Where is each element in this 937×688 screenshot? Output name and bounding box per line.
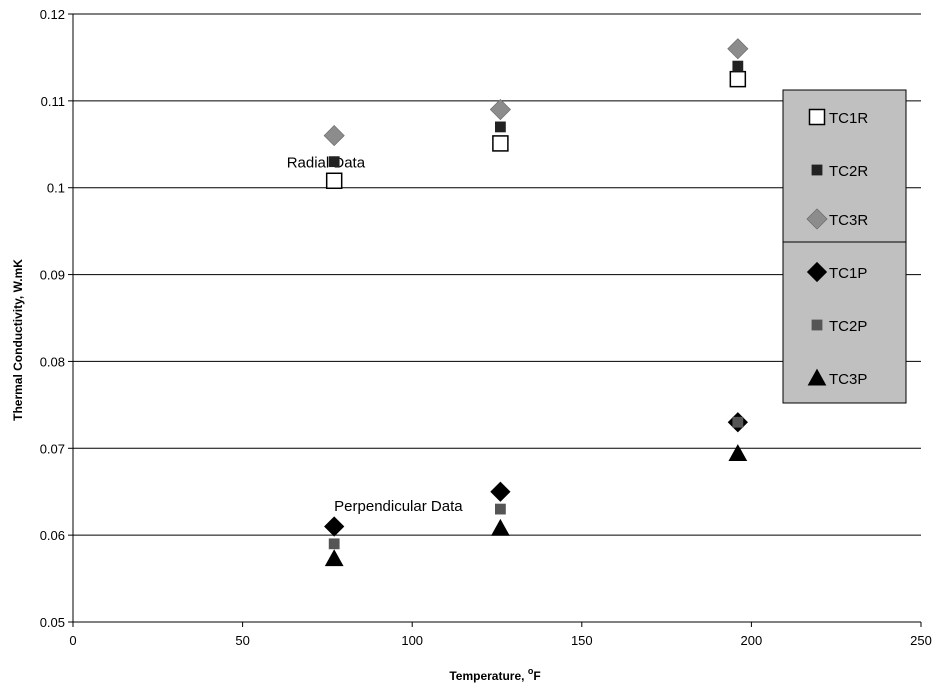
data-point (494, 121, 506, 133)
x-axis-title-unit: F (533, 669, 540, 683)
legend-marker (811, 164, 823, 176)
legend-box-radial (782, 89, 907, 243)
x-tick-label: 150 (571, 633, 593, 648)
data-point (328, 538, 340, 550)
y-tick-label: 0.09 (40, 268, 65, 283)
y-tick-label: 0.11 (41, 94, 65, 109)
series-tc1p (324, 412, 748, 537)
legend-item-tc1r: TC1R (808, 108, 868, 127)
data-point (323, 125, 345, 147)
series-tc1r (325, 70, 747, 190)
x-tick-label: 0 (69, 633, 76, 648)
legend-label: TC1R (829, 110, 868, 127)
y-tick-label: 0.06 (40, 528, 65, 543)
y-tick-label: 0.12 (40, 7, 65, 22)
x-tick-label: 250 (910, 633, 932, 648)
legend-marker (806, 261, 828, 283)
data-point (728, 444, 748, 461)
legend-label: TC2P (829, 318, 867, 335)
data-point (328, 156, 340, 168)
data-point (729, 70, 747, 88)
data-point (324, 549, 344, 567)
legend-marker (806, 208, 828, 230)
legend-label: TC2R (829, 163, 868, 180)
data-point (324, 516, 345, 537)
legend-marker (811, 319, 823, 331)
x-axis-title-superscript: o (528, 666, 534, 676)
y-tick-label: 0.05 (40, 615, 65, 630)
legend: TC1R TC2R TC3R TC1P TC2P TC3P (782, 89, 907, 404)
y-axis-title: Thermal Conductivity, W.mK (11, 259, 25, 421)
legend-item-tc2p: TC2P (811, 318, 867, 335)
legend-box-perpendicular (782, 241, 907, 404)
legend-item-tc2r: TC2R (811, 163, 868, 180)
x-tick-label: 200 (741, 633, 763, 648)
legend-marker (807, 368, 827, 386)
series-tc2p (328, 416, 744, 550)
data-point (732, 60, 744, 72)
data-point (325, 172, 343, 190)
legend-item-tc3p: TC3P (807, 368, 867, 388)
series-tc3r (323, 38, 749, 147)
annotations: Radial Data Perpendicular Data (287, 155, 464, 515)
legend-label: TC3R (829, 212, 868, 229)
series-tc2r (328, 60, 744, 168)
annotation: Perpendicular Data (334, 498, 463, 515)
series-tc3p (324, 444, 748, 567)
y-tick-label: 0.07 (40, 441, 65, 456)
x-axis-title-text: Temperature, (449, 669, 527, 683)
data-point (492, 135, 509, 152)
x-axis-title: Temperature, oF (449, 666, 540, 683)
y-tick-label: 0.1 (47, 181, 65, 196)
data-point (727, 38, 749, 60)
data-point (489, 98, 511, 121)
data-point (490, 481, 511, 502)
axes (68, 13, 922, 627)
data-point (491, 518, 510, 536)
legend-label: TC3P (829, 371, 867, 388)
x-tick-label: 50 (235, 633, 249, 648)
data-point (732, 416, 744, 428)
y-tick-label: 0.08 (40, 354, 65, 369)
y-tick-labels: 0.05 0.06 0.07 0.08 0.09 0.1 0.11 0.12 (40, 7, 65, 630)
legend-item-tc1p: TC1P (806, 261, 867, 283)
data-point (494, 503, 506, 515)
legend-label: TC1P (829, 265, 867, 282)
legend-items: TC1R TC2R TC3R TC1P TC2P TC3P (806, 108, 868, 388)
legend-marker (808, 108, 826, 126)
legend-item-tc3r: TC3R (806, 208, 868, 230)
x-tick-labels: 0 50 100 150 200 250 (69, 633, 931, 648)
data-points (323, 38, 749, 567)
x-tick-label: 100 (401, 633, 423, 648)
gridlines (73, 13, 921, 536)
annotation: Radial Data (287, 155, 366, 172)
